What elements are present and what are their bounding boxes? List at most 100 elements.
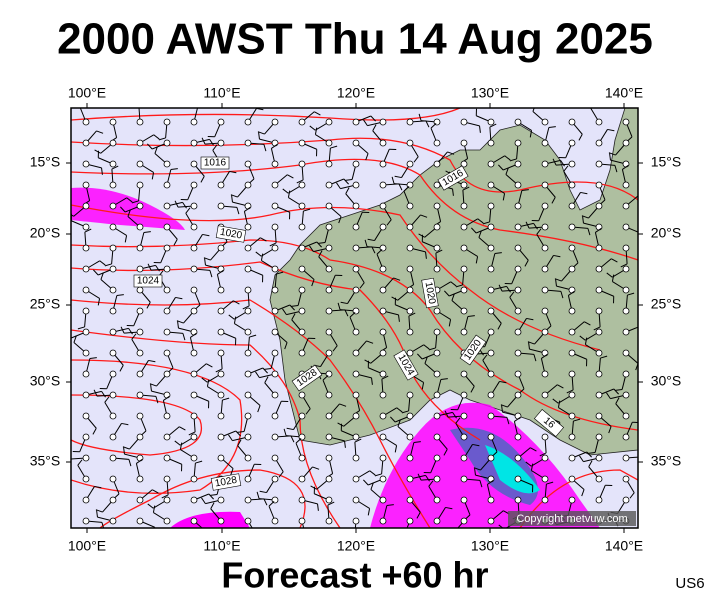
barb-feather <box>365 153 369 161</box>
station <box>433 496 441 504</box>
station <box>514 391 522 399</box>
barb-feather <box>269 242 277 247</box>
station <box>163 202 171 210</box>
station <box>433 349 441 357</box>
station <box>433 454 441 462</box>
barb-feather <box>451 293 455 301</box>
barb-feather <box>94 149 101 154</box>
station <box>217 286 225 294</box>
station <box>595 412 603 420</box>
station <box>82 412 90 420</box>
station <box>487 454 495 462</box>
station <box>271 286 279 294</box>
station <box>406 349 414 357</box>
map-frame <box>70 107 639 529</box>
latitude-label: 25°S <box>651 296 682 312</box>
station <box>487 412 495 420</box>
barb-feather <box>93 389 98 397</box>
station <box>352 391 360 399</box>
station <box>514 475 522 483</box>
barb-feather <box>477 218 484 224</box>
barb-feather <box>309 125 316 131</box>
barb-feather <box>367 238 375 242</box>
station <box>352 349 360 357</box>
barb-feather <box>418 113 422 121</box>
station <box>568 370 576 378</box>
barb-feather <box>94 485 102 489</box>
barb-feather <box>291 313 296 320</box>
station <box>136 391 144 399</box>
barb-feather <box>397 419 401 427</box>
station <box>352 244 360 252</box>
station <box>460 118 468 126</box>
barb-feather <box>123 447 125 455</box>
barb-feather <box>396 407 403 413</box>
station <box>271 244 279 252</box>
station <box>163 223 171 231</box>
isobar-label: 1028 <box>214 475 238 490</box>
longitude-label: 100°E <box>68 85 106 101</box>
station <box>352 475 360 483</box>
station <box>595 139 603 147</box>
station <box>82 202 90 210</box>
barb-feather <box>536 228 542 235</box>
barb-feather <box>284 342 288 350</box>
station <box>109 328 117 336</box>
barb-feather <box>185 207 191 214</box>
barb-feather <box>77 459 83 466</box>
barb-feather <box>595 228 602 233</box>
station <box>190 433 198 441</box>
barb-feather <box>101 391 106 398</box>
station <box>406 223 414 231</box>
station <box>379 475 387 483</box>
barb-feather <box>318 242 326 244</box>
barb-feather <box>93 269 99 276</box>
station <box>568 223 576 231</box>
station <box>487 328 495 336</box>
barb-feather <box>228 314 235 320</box>
station <box>82 118 90 126</box>
barb-feather <box>200 176 205 183</box>
station <box>298 391 306 399</box>
station <box>325 286 333 294</box>
barb-feather <box>398 314 400 322</box>
station <box>460 286 468 294</box>
barb-feather <box>282 308 287 315</box>
station <box>514 202 522 210</box>
station <box>433 307 441 315</box>
station <box>109 517 117 525</box>
barb-feather <box>155 265 160 272</box>
station <box>406 433 414 441</box>
barb-feather <box>525 221 530 229</box>
station <box>595 307 603 315</box>
barb-feather <box>413 156 419 163</box>
station <box>352 412 360 420</box>
barb-feather <box>198 106 205 107</box>
station <box>298 139 306 147</box>
barb-feather <box>391 176 395 184</box>
station <box>163 517 171 525</box>
barb-feather <box>236 207 240 215</box>
barb-feather <box>421 382 425 390</box>
barb-feather <box>349 312 356 318</box>
station <box>109 244 117 252</box>
barb-feather <box>363 119 368 126</box>
barb-feather <box>627 292 635 296</box>
station <box>487 223 495 231</box>
barb-feather <box>345 187 350 194</box>
barb-feather <box>222 397 230 401</box>
station <box>190 223 198 231</box>
barb-feather <box>393 277 401 281</box>
station <box>82 391 90 399</box>
station <box>190 244 198 252</box>
station <box>325 244 333 252</box>
barb-feather <box>448 319 452 327</box>
barb-feather <box>104 396 110 403</box>
station <box>460 202 468 210</box>
barb-feather <box>262 367 268 374</box>
barb-feather <box>473 467 481 471</box>
barb-feather <box>237 439 242 446</box>
station <box>352 286 360 294</box>
barb-feather <box>244 207 251 212</box>
barb-feather <box>305 408 311 415</box>
